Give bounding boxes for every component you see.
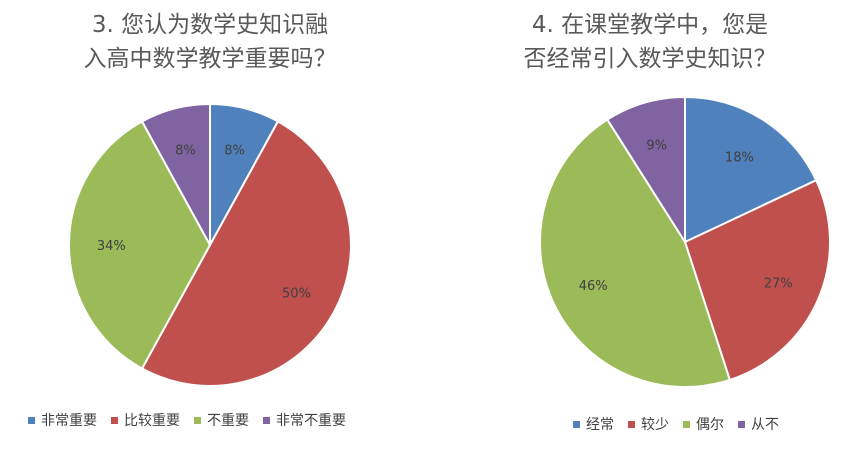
data-label: 50% — [282, 287, 311, 302]
chart-title-line-2: 入高中数学教学重要吗？ — [83, 46, 337, 72]
data-label: 27% — [764, 276, 793, 291]
legend-swatch — [263, 416, 270, 424]
legend-label: 经常 — [586, 417, 614, 433]
pie-chart-frequency: 18% 27% 46% 9% — [539, 95, 831, 388]
legend-item: 不重要 — [194, 410, 249, 430]
legend-label: 非常重要 — [41, 413, 97, 429]
legend-label: 从不 — [751, 417, 779, 433]
legend-swatch — [738, 420, 745, 428]
chart-title-line-1: 4. 在课堂教学中，您是 — [531, 12, 769, 38]
chart-title-line-1: 3. 您认为数学史知识融 — [91, 12, 329, 38]
data-label: 9% — [646, 139, 667, 154]
legend-label: 非常不重要 — [276, 413, 346, 429]
pie-slice — [684, 95, 818, 244]
data-label: 34% — [97, 239, 126, 254]
data-label: 18% — [725, 150, 754, 165]
pie-chart-importance: 8% 50% 34% 8% — [68, 102, 352, 387]
legend-label: 不重要 — [207, 413, 249, 429]
data-label: 46% — [579, 279, 608, 294]
legend-label: 较少 — [641, 417, 669, 433]
legend-label: 比较重要 — [124, 413, 180, 429]
chart-panel-importance: 3. 您认为数学史知识融 入高中数学教学重要吗？ 8% 50% 34% 8% 非常重要… — [0, 0, 420, 461]
data-label: 8% — [175, 143, 196, 158]
chart-legend: 经常 较少 偶尔 从不 — [573, 414, 793, 434]
legend-swatch — [28, 416, 35, 424]
legend-label: 偶尔 — [696, 417, 724, 433]
pie-slice — [140, 102, 211, 246]
legend-item: 非常重要 — [28, 410, 97, 430]
chart-legend: 非常重要 比较重要 不重要 非常不重要 — [28, 410, 360, 430]
legend-item: 经常 — [573, 414, 614, 434]
chart-title: 4. 在课堂教学中，您是 否经常引入数学史知识？ — [470, 8, 830, 76]
legend-item: 非常不重要 — [263, 410, 346, 430]
chart-panel-frequency: 4. 在课堂教学中，您是 否经常引入数学史知识？ 18% 27% 46% 9% 经常 … — [427, 0, 853, 461]
pie-slice — [68, 120, 212, 370]
legend-swatch — [628, 420, 635, 428]
legend-item: 从不 — [738, 414, 779, 434]
legend-item: 偶尔 — [683, 414, 724, 434]
pie-slice — [140, 120, 352, 387]
legend-item: 比较重要 — [111, 410, 180, 430]
chart-title: 3. 您认为数学史知识融 入高中数学教学重要吗？ — [30, 8, 390, 76]
legend-swatch — [111, 416, 118, 424]
pie-slice — [539, 118, 732, 388]
chart-title-line-2: 否经常引入数学史知识？ — [523, 46, 777, 72]
pie-slice — [683, 178, 831, 382]
legend-swatch — [683, 420, 690, 428]
legend-swatch — [573, 420, 580, 428]
legend-item: 较少 — [628, 414, 669, 434]
pie-slice — [605, 95, 686, 246]
data-label: 8% — [224, 143, 245, 158]
legend-swatch — [194, 416, 201, 424]
